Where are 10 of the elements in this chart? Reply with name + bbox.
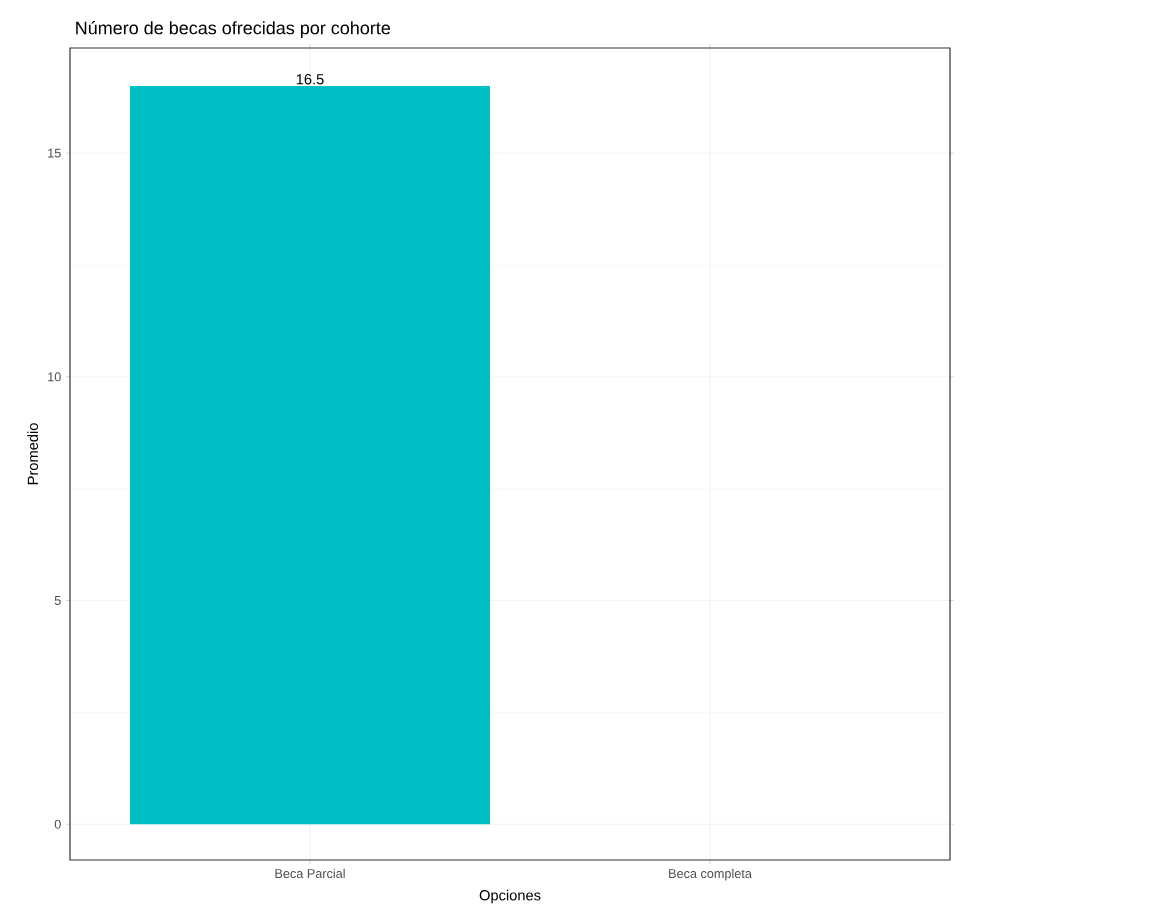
chart-title: Número de becas ofrecidas por cohorte [76,20,391,38]
data-label: 16.5 [296,74,324,85]
y-tick-label: 10 [48,372,61,382]
y-axis-title: Promedio [27,423,39,485]
x-tick-label: Beca Parcial [275,868,345,879]
y-tick-label: 15 [48,148,61,158]
y-tick-label: 0 [54,819,61,829]
y-tick-label: 5 [54,596,61,605]
x-tick-label: Beca completa [669,868,752,881]
x-axis-title: Opciones [479,889,541,904]
